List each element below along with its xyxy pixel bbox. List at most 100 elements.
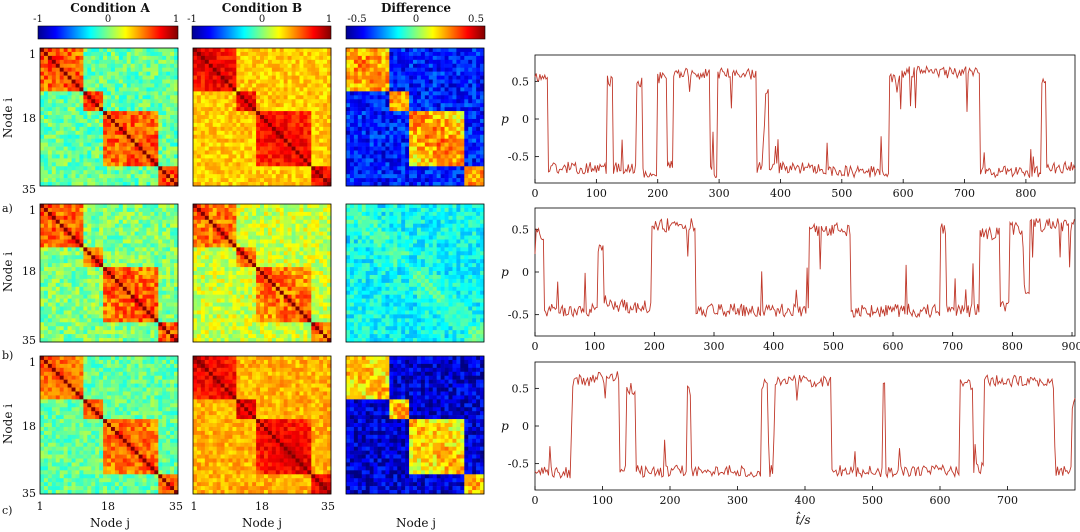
heatmap-cell bbox=[71, 67, 76, 72]
heatmap-cell bbox=[87, 259, 92, 264]
heatmap-cell bbox=[460, 134, 465, 139]
heatmap-cell bbox=[373, 103, 378, 108]
heatmap-cell bbox=[118, 67, 124, 72]
heatmap-cell bbox=[287, 154, 292, 159]
heatmap-cell bbox=[134, 158, 139, 163]
heatmap-cell bbox=[126, 318, 131, 323]
heatmap-cell bbox=[110, 286, 116, 292]
heatmap-cell bbox=[47, 263, 53, 268]
heatmap-cell bbox=[260, 130, 265, 136]
heatmap-cell bbox=[51, 115, 57, 120]
heatmap-cell bbox=[361, 150, 367, 155]
heatmap-cell bbox=[267, 162, 273, 167]
heatmap-cell bbox=[63, 126, 68, 132]
heatmap-cell bbox=[385, 111, 390, 116]
heatmap-cell bbox=[224, 146, 229, 151]
heatmap-cell bbox=[91, 138, 96, 143]
heatmap-cell bbox=[456, 182, 461, 187]
heatmap-cell bbox=[291, 107, 296, 112]
heatmap-cell bbox=[134, 71, 139, 76]
heatmap-cell bbox=[385, 107, 390, 112]
heatmap-cell bbox=[99, 99, 104, 104]
heatmap-cell bbox=[142, 71, 147, 76]
heatmap-cell bbox=[424, 48, 430, 53]
heatmap-cell bbox=[99, 59, 104, 65]
heatmap-cell bbox=[146, 59, 151, 65]
heatmap-cell bbox=[40, 294, 45, 299]
heatmap-cell bbox=[389, 178, 394, 183]
heatmap-cell bbox=[480, 111, 485, 116]
heatmap-cell bbox=[158, 59, 163, 65]
heatmap-cell bbox=[279, 182, 284, 187]
heatmap-cell bbox=[303, 103, 308, 108]
heatmap-cell bbox=[432, 111, 437, 116]
heatmap-cell bbox=[174, 55, 179, 61]
heatmap-cell bbox=[83, 95, 88, 100]
heatmap-cell bbox=[315, 99, 320, 104]
heatmap-cell bbox=[389, 170, 394, 175]
heatmap-cell bbox=[204, 83, 210, 88]
heatmap-cell bbox=[83, 166, 88, 171]
heatmap-cell bbox=[63, 95, 68, 100]
heatmap-cell bbox=[319, 107, 324, 112]
heatmap-cell bbox=[91, 118, 96, 124]
heatmap-cell bbox=[43, 282, 49, 288]
heatmap-cell bbox=[63, 215, 68, 221]
heatmap-cell bbox=[40, 271, 45, 276]
heatmap-cell bbox=[150, 130, 155, 136]
heatmap-cell bbox=[122, 138, 128, 143]
heatmap-cell bbox=[107, 182, 112, 187]
heatmap-cell bbox=[299, 158, 304, 163]
heatmap-cell bbox=[405, 166, 410, 171]
heatmap-cell bbox=[79, 211, 84, 217]
heatmap-cell bbox=[385, 166, 390, 171]
heatmap-cell bbox=[75, 263, 80, 268]
heatmap-cell bbox=[428, 87, 434, 92]
heatmap-cell bbox=[51, 150, 57, 155]
heatmap-cell bbox=[154, 274, 159, 280]
heatmap-cell bbox=[154, 146, 159, 151]
heatmap-cell bbox=[323, 107, 328, 112]
heatmap-cell bbox=[146, 122, 151, 128]
heatmap-cell bbox=[95, 235, 100, 240]
heatmap-cell bbox=[409, 79, 414, 84]
heatmap-cell bbox=[448, 150, 453, 155]
heatmap-cell bbox=[413, 79, 418, 84]
heatmap-cell bbox=[319, 95, 324, 100]
heatmap-cell bbox=[47, 182, 53, 187]
heatmap-cell bbox=[420, 48, 426, 53]
heatmap-cell bbox=[224, 51, 229, 57]
heatmap-cell bbox=[51, 259, 57, 264]
heatmap-cell bbox=[244, 170, 249, 175]
heatmap-cell bbox=[200, 91, 206, 96]
heatmap-cell bbox=[319, 63, 324, 69]
heatmap-cell bbox=[271, 174, 277, 179]
heatmap-cell bbox=[51, 142, 57, 147]
heatmap-cell bbox=[369, 154, 374, 159]
heatmap-cell bbox=[381, 107, 386, 112]
heatmap-cell bbox=[480, 170, 485, 175]
heatmap-cell bbox=[208, 63, 214, 69]
heatmap-cell bbox=[158, 247, 163, 252]
heatmap-cell bbox=[158, 122, 163, 128]
heatmap-cell bbox=[126, 239, 131, 244]
heatmap-cell bbox=[357, 99, 363, 104]
heatmap-cell bbox=[87, 178, 92, 183]
heatmap-cell bbox=[349, 55, 355, 61]
heatmap-cell bbox=[361, 87, 367, 92]
heatmap-cell bbox=[43, 126, 49, 132]
heatmap-cell bbox=[170, 75, 175, 80]
heatmap-cell bbox=[75, 55, 80, 61]
heatmap-cell bbox=[99, 330, 104, 335]
heatmap-cell bbox=[158, 154, 163, 159]
heatmap-cell bbox=[428, 83, 434, 88]
heatmap-cell bbox=[71, 174, 76, 179]
heatmap-cell bbox=[158, 95, 163, 100]
heatmap-cell bbox=[114, 130, 120, 136]
heatmap-cell bbox=[319, 162, 324, 167]
heatmap-cell bbox=[158, 235, 163, 240]
heatmap-cell bbox=[349, 170, 355, 175]
heatmap-cell bbox=[87, 322, 92, 327]
heatmap-cell bbox=[216, 67, 221, 72]
heatmap-cell bbox=[55, 259, 61, 264]
